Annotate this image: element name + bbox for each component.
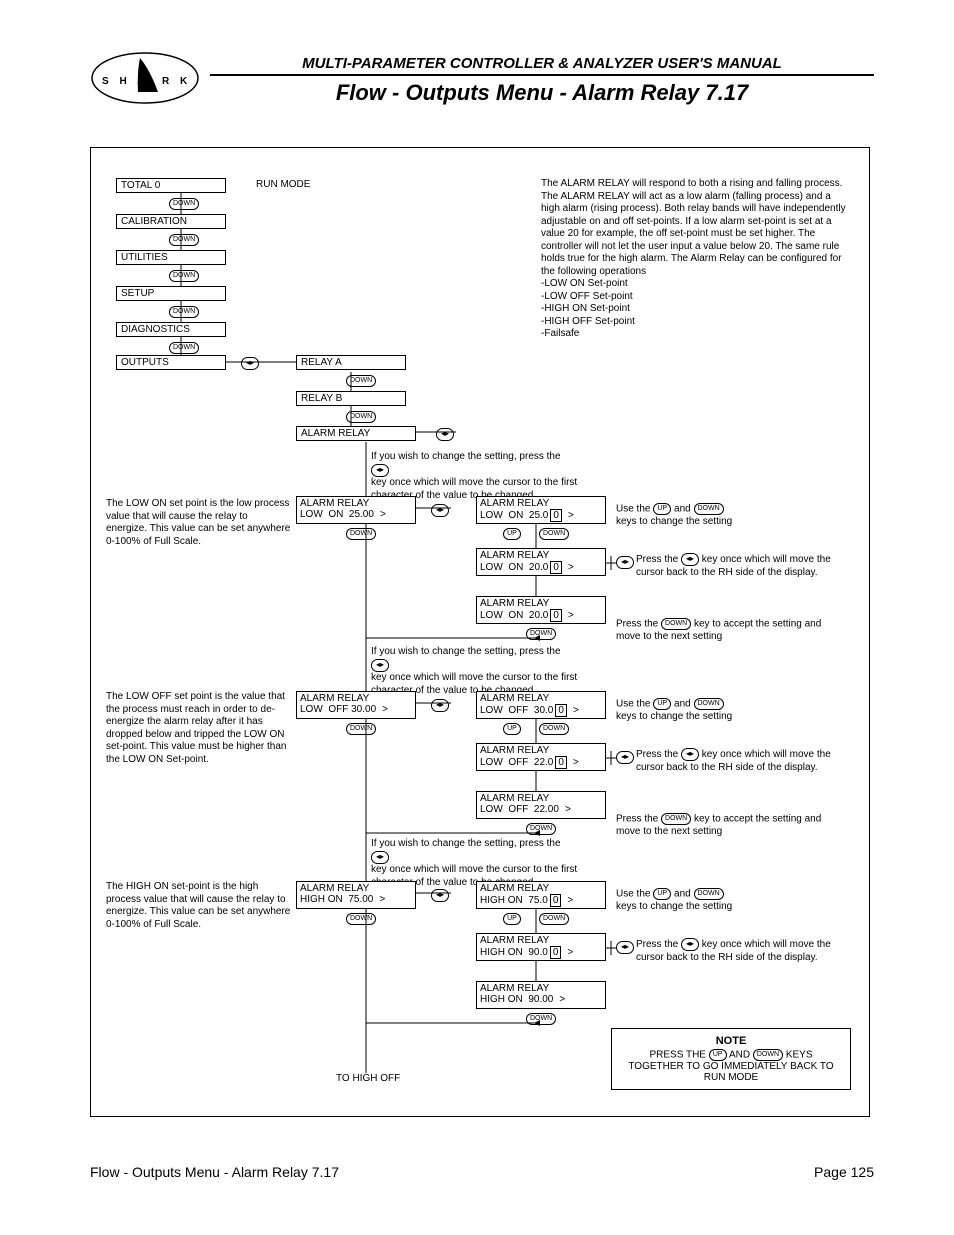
press-lr-hint-2: Press the key once which will move the c… xyxy=(636,748,846,774)
page-header: S H A R K MULTI-PARAMETER CONTROLLER & A… xyxy=(90,55,874,106)
lr-key-icon xyxy=(616,556,634,569)
note-box: NOTE PRESS THE UP AND DOWN KEYS TOGETHER… xyxy=(611,1028,851,1090)
press-down-hint-2: Press the DOWN key to accept the setting… xyxy=(616,813,846,839)
down-key-icon: DOWN xyxy=(169,234,199,246)
high-on-left-box: ALARM RELAY HIGH ON 75.00> xyxy=(296,881,416,909)
svg-text:R K: R K xyxy=(162,76,191,87)
down-key-icon: DOWN xyxy=(169,306,199,318)
lr-key-icon xyxy=(431,504,449,517)
lr-key-icon xyxy=(431,889,449,902)
lr-key-icon xyxy=(616,941,634,954)
use-keys-hint-2: Use the UP and DOWN keys to change the s… xyxy=(616,698,846,724)
run-mode-label: RUN MODE xyxy=(256,179,310,190)
diagram-frame: TOTAL 0 RUN MODE DOWN CALIBRATION DOWN U… xyxy=(90,147,870,1117)
low-on-r2-box: ALARM RELAY LOW ON 20.00> xyxy=(476,548,606,576)
down-key-icon: DOWN xyxy=(169,270,199,282)
press-lr-hint-3: Press the key once which will move the c… xyxy=(636,938,846,964)
header-rule xyxy=(210,74,874,76)
high-on-note: The HIGH ON set-point is the high proces… xyxy=(106,881,291,931)
low-off-r3-box: ALARM RELAY LOW OFF 22.00> xyxy=(476,791,606,819)
change-hint-1: If you wish to change the setting, press… xyxy=(371,451,581,502)
down-key-icon: DOWN xyxy=(346,723,376,735)
note-line1: PRESS THE UP AND DOWN KEYS xyxy=(620,1049,842,1061)
down-key-icon: DOWN xyxy=(346,375,376,387)
menu-calibration: CALIBRATION xyxy=(116,214,226,229)
lr-key-icon xyxy=(616,751,634,764)
menu-relay-b: RELAY B xyxy=(296,391,406,406)
down-key-icon: DOWN xyxy=(169,342,199,354)
menu-outputs: OUTPUTS xyxy=(116,355,226,370)
low-off-r1-box: ALARM RELAY LOW OFF 30.00> xyxy=(476,691,606,719)
note-line3: RUN MODE xyxy=(620,1072,842,1083)
note-line2: TOGETHER TO GO IMMEDIATELY BACK TO xyxy=(620,1061,842,1072)
high-on-r1-box: ALARM RELAY HIGH ON 75.00> xyxy=(476,881,606,909)
high-on-r3-box: ALARM RELAY HIGH ON 90.00> xyxy=(476,981,606,1009)
down-key-icon: DOWN xyxy=(539,723,569,735)
use-keys-hint-3: Use the UP and DOWN keys to change the s… xyxy=(616,888,846,914)
down-key-icon: DOWN xyxy=(346,913,376,925)
menu-utilities: UTILITIES xyxy=(116,250,226,265)
up-key-icon: UP xyxy=(503,913,521,925)
down-key-icon: DOWN xyxy=(346,528,376,540)
alarm-description: The ALARM RELAY will respond to both a r… xyxy=(541,178,851,341)
section-title: Flow - Outputs Menu - Alarm Relay 7.17 xyxy=(210,80,874,106)
low-on-note: The LOW ON set point is the low process … xyxy=(106,498,291,548)
low-on-left-box: ALARM RELAY LOW ON 25.00> xyxy=(296,496,416,524)
low-on-r3-box: ALARM RELAY LOW ON 20.00> xyxy=(476,596,606,624)
press-down-hint-1: Press the DOWN key to accept the setting… xyxy=(616,618,846,644)
low-on-r1-box: ALARM RELAY LOW ON 25.00> xyxy=(476,496,606,524)
menu-relay-a: RELAY A xyxy=(296,355,406,370)
menu-total: TOTAL 0 xyxy=(116,178,226,193)
shark-logo: S H A R K xyxy=(90,50,200,105)
down-key-icon: DOWN xyxy=(526,823,556,835)
page-footer: Flow - Outputs Menu - Alarm Relay 7.17 P… xyxy=(90,1164,874,1180)
down-key-icon: DOWN xyxy=(346,411,376,423)
high-on-r2-box: ALARM RELAY HIGH ON 90.00> xyxy=(476,933,606,961)
low-off-note: The LOW OFF set point is the value that … xyxy=(106,691,291,766)
menu-diagnostics: DIAGNOSTICS xyxy=(116,322,226,337)
use-keys-hint-1: Use the UP and DOWN keys to change the s… xyxy=(616,503,846,529)
lr-key-icon xyxy=(431,699,449,712)
to-high-off-label: TO HIGH OFF xyxy=(336,1073,400,1084)
down-key-icon: DOWN xyxy=(539,528,569,540)
up-key-icon: UP xyxy=(503,528,521,540)
menu-alarm-relay: ALARM RELAY xyxy=(296,426,416,441)
change-hint-2: If you wish to change the setting, press… xyxy=(371,646,581,697)
manual-title: MULTI-PARAMETER CONTROLLER & ANALYZER US… xyxy=(210,55,874,74)
down-key-icon: DOWN xyxy=(169,198,199,210)
menu-setup: SETUP xyxy=(116,286,226,301)
up-key-icon: UP xyxy=(503,723,521,735)
lr-key-icon xyxy=(436,428,454,441)
down-key-icon: DOWN xyxy=(526,1013,556,1025)
down-key-icon: DOWN xyxy=(539,913,569,925)
note-title: NOTE xyxy=(620,1035,842,1047)
low-off-left-box: ALARM RELAY LOW OFF 30.00> xyxy=(296,691,416,719)
footer-left: Flow - Outputs Menu - Alarm Relay 7.17 xyxy=(90,1164,339,1180)
down-key-icon: DOWN xyxy=(526,628,556,640)
lr-key-icon xyxy=(241,357,259,370)
svg-text:S H A: S H A xyxy=(102,76,148,87)
press-lr-hint-1: Press the key once which will move the c… xyxy=(636,553,846,579)
footer-right: Page 125 xyxy=(814,1164,874,1180)
low-off-r2-box: ALARM RELAY LOW OFF 22.00> xyxy=(476,743,606,771)
